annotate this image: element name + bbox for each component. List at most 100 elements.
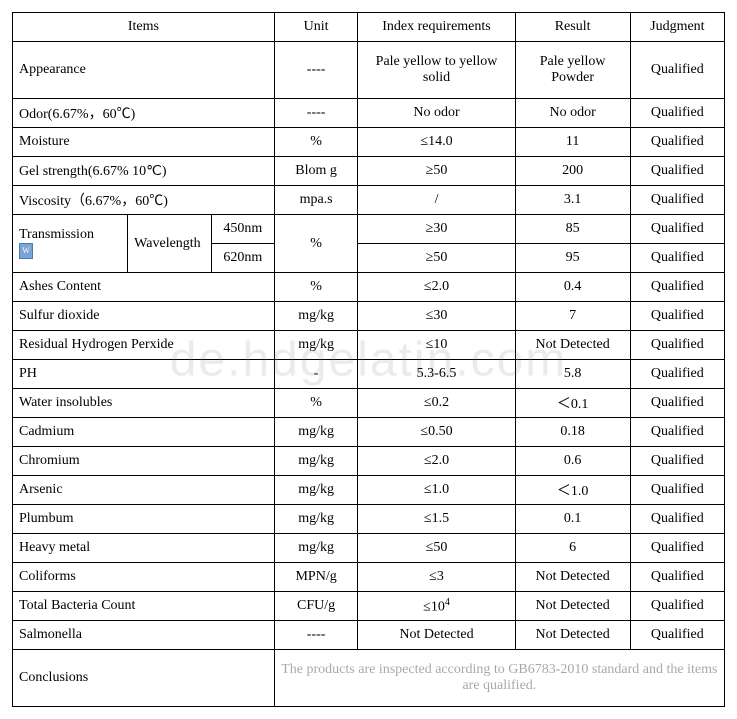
cell-item: Cadmium — [13, 418, 275, 447]
header-result: Result — [515, 13, 630, 42]
cell-result: ＜1.0 — [515, 476, 630, 505]
cell-index: ≥50 — [358, 157, 515, 186]
row-ashes: Ashes Content % ≤2.0 0.4 Qualified — [13, 273, 725, 302]
header-unit: Unit — [274, 13, 358, 42]
cell-item: Chromium — [13, 447, 275, 476]
cell-index: ≤10 — [358, 331, 515, 360]
cell-judg: Qualified — [630, 42, 724, 99]
cell-index: ≤2.0 — [358, 447, 515, 476]
cell-unit: mg/kg — [274, 534, 358, 563]
cell-unit: Blom g — [274, 157, 358, 186]
row-odor: Odor(6.67%，60℃) ---- No odor No odor Qua… — [13, 99, 725, 128]
cell-result: Not Detected — [515, 592, 630, 621]
cell-result: 85 — [515, 215, 630, 244]
row-insolubles: Water insolubles % ≤0.2 ＜0.1 Qualified — [13, 389, 725, 418]
row-so2: Sulfur dioxide mg/kg ≤30 7 Qualified — [13, 302, 725, 331]
cell-result: Not Detected — [515, 621, 630, 650]
cell-unit: % — [274, 128, 358, 157]
cell-result: 3.1 — [515, 186, 630, 215]
cell-item: Arsenic — [13, 476, 275, 505]
cell-index: ≤14.0 — [358, 128, 515, 157]
header-judgment: Judgment — [630, 13, 724, 42]
cell-index: ≤30 — [358, 302, 515, 331]
row-chromium: Chromium mg/kg ≤2.0 0.6 Qualified — [13, 447, 725, 476]
cell-index: 5.3-6.5 — [358, 360, 515, 389]
row-gel: Gel strength(6.67% 10℃) Blom g ≥50 200 Q… — [13, 157, 725, 186]
cell-result: 0.4 — [515, 273, 630, 302]
cell-unit: % — [274, 215, 358, 273]
cell-result: 0.6 — [515, 447, 630, 476]
cell-result: 200 — [515, 157, 630, 186]
cell-conclusions-text: The products are inspected according to … — [274, 650, 724, 707]
cell-judg: Qualified — [630, 99, 724, 128]
cell-wave-450: 450nm — [211, 215, 274, 244]
cell-index: / — [358, 186, 515, 215]
cell-unit: - — [274, 360, 358, 389]
spec-table: Items Unit Index requirements Result Jud… — [12, 12, 725, 707]
cell-judg: Qualified — [630, 360, 724, 389]
cell-item: Water insolubles — [13, 389, 275, 418]
cell-index: ≤0.50 — [358, 418, 515, 447]
row-salmonella: Salmonella ---- Not Detected Not Detecte… — [13, 621, 725, 650]
cell-index: Pale yellow to yellow solid — [358, 42, 515, 99]
row-tbc: Total Bacteria Count CFU/g ≤104 Not Dete… — [13, 592, 725, 621]
cell-item: Ashes Content — [13, 273, 275, 302]
cell-judg: Qualified — [630, 534, 724, 563]
cell-index: ≤2.0 — [358, 273, 515, 302]
cell-judg: Qualified — [630, 273, 724, 302]
cell-index: ≤3 — [358, 563, 515, 592]
cell-judg: Qualified — [630, 128, 724, 157]
cell-unit: ---- — [274, 99, 358, 128]
cell-unit: % — [274, 273, 358, 302]
cell-judg: Qualified — [630, 447, 724, 476]
cell-index: ≤104 — [358, 592, 515, 621]
cell-index: ≤1.0 — [358, 476, 515, 505]
cell-unit: % — [274, 389, 358, 418]
header-row: Items Unit Index requirements Result Jud… — [13, 13, 725, 42]
cell-result: 6 — [515, 534, 630, 563]
cell-result: Not Detected — [515, 331, 630, 360]
cell-judg: Qualified — [630, 302, 724, 331]
cell-result: ＜0.1 — [515, 389, 630, 418]
row-arsenic: Arsenic mg/kg ≤1.0 ＜1.0 Qualified — [13, 476, 725, 505]
row-heavy-metal: Heavy metal mg/kg ≤50 6 Qualified — [13, 534, 725, 563]
cell-result: No odor — [515, 99, 630, 128]
header-items: Items — [13, 13, 275, 42]
cell-item: Residual Hydrogen Perxide — [13, 331, 275, 360]
cell-unit: mg/kg — [274, 418, 358, 447]
cell-unit: mg/kg — [274, 331, 358, 360]
cell-item: Odor(6.67%，60℃) — [13, 99, 275, 128]
cell-wave-620: 620nm — [211, 244, 274, 273]
cell-judg: Qualified — [630, 331, 724, 360]
row-conclusions: Conclusions The products are inspected a… — [13, 650, 725, 707]
cell-index: ≥30 — [358, 215, 515, 244]
doc-icon: W — [19, 243, 33, 259]
cell-index: Not Detected — [358, 621, 515, 650]
cell-judg: Qualified — [630, 592, 724, 621]
cell-result: 7 — [515, 302, 630, 331]
cell-item: Viscosity（6.67%，60℃) — [13, 186, 275, 215]
cell-item: Moisture — [13, 128, 275, 157]
cell-item: Gel strength(6.67% 10℃) — [13, 157, 275, 186]
cell-result: 11 — [515, 128, 630, 157]
cell-unit: mpa.s — [274, 186, 358, 215]
row-h2o2: Residual Hydrogen Perxide mg/kg ≤10 Not … — [13, 331, 725, 360]
row-appearance: Appearance ---- Pale yellow to yellow so… — [13, 42, 725, 99]
cell-judg: Qualified — [630, 215, 724, 244]
cell-judg: Qualified — [630, 244, 724, 273]
row-ph: PH - 5.3-6.5 5.8 Qualified — [13, 360, 725, 389]
header-index: Index requirements — [358, 13, 515, 42]
cell-result: 95 — [515, 244, 630, 273]
cell-unit: mg/kg — [274, 476, 358, 505]
row-viscosity: Viscosity（6.67%，60℃) mpa.s / 3.1 Qualifi… — [13, 186, 725, 215]
cell-unit: ---- — [274, 621, 358, 650]
cell-unit: CFU/g — [274, 592, 358, 621]
cell-result: 0.18 — [515, 418, 630, 447]
cell-conclusions-label: Conclusions — [13, 650, 275, 707]
cell-item: Heavy metal — [13, 534, 275, 563]
cell-index: No odor — [358, 99, 515, 128]
cell-index: ≤1.5 — [358, 505, 515, 534]
cell-index: ≤50 — [358, 534, 515, 563]
cell-judg: Qualified — [630, 476, 724, 505]
cell-judg: Qualified — [630, 186, 724, 215]
